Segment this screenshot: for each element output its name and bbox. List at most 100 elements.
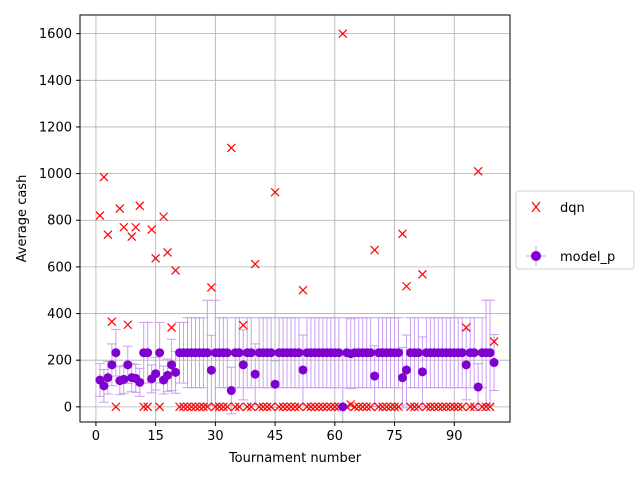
x-tick-label: 30 — [207, 429, 224, 444]
model-p-point — [155, 348, 165, 358]
dqn-point — [230, 402, 240, 412]
dqn-point — [282, 402, 292, 412]
dqn-point — [338, 29, 348, 39]
dqn-points — [95, 29, 499, 412]
dqn-point — [135, 201, 145, 211]
dqn-point — [167, 323, 176, 332]
x-tick-label: 90 — [446, 429, 463, 444]
x-axis-label: Tournament number — [228, 451, 362, 466]
model-p-point — [119, 374, 129, 384]
model-p-point — [135, 377, 145, 387]
legend-box — [515, 190, 635, 270]
dqn-point — [206, 282, 216, 292]
dqn-point — [155, 402, 165, 412]
dqn-point — [103, 230, 113, 240]
dqn-point — [477, 402, 487, 412]
dqn-point — [362, 402, 372, 412]
dqn-point — [218, 402, 228, 412]
dqn-point — [441, 402, 451, 412]
dqn-point — [417, 269, 427, 279]
dqn-point — [429, 402, 439, 412]
dqn-point — [469, 402, 479, 412]
dqn-point — [179, 402, 188, 412]
axis-ticks: 0 15 30 45 60 75 90 0 200 400 600 800 1000 1200 1400 16… — [39, 27, 463, 444]
model-p-point — [111, 348, 121, 358]
model-p-point — [338, 402, 348, 412]
x-tick-label: 75 — [386, 429, 403, 444]
dqn-point — [214, 402, 224, 412]
dqn-point — [485, 402, 495, 412]
model-p-point — [469, 348, 479, 358]
model-p-point — [103, 373, 113, 383]
dqn-point — [183, 402, 192, 412]
plot-frame — [79, 14, 511, 423]
dqn-point — [159, 212, 169, 222]
x-tick-label: 45 — [267, 429, 284, 444]
model-p-point — [206, 365, 216, 375]
dqn-point — [115, 204, 125, 214]
data-series — [94, 29, 500, 423]
dqn-point — [111, 402, 121, 412]
dqn-point — [266, 402, 276, 412]
model-p-point — [398, 373, 407, 383]
model-p-point — [457, 348, 467, 358]
dqn-point — [473, 166, 483, 176]
dqn-point — [374, 402, 384, 412]
model-p-points — [95, 348, 499, 412]
dqn-point — [151, 253, 161, 263]
model-p-point — [202, 348, 212, 358]
model-p-point — [107, 360, 117, 370]
model-p-point — [246, 348, 256, 358]
dqn-point — [250, 259, 260, 269]
dqn-point — [171, 265, 180, 275]
y-tick-label: 200 — [47, 354, 72, 369]
dqn-point — [366, 402, 376, 412]
dqn-point — [119, 222, 129, 232]
legend-label-dqn: dqn — [560, 201, 585, 216]
dqn-point — [437, 402, 447, 412]
dqn-point — [354, 402, 364, 412]
y-tick-label: 800 — [47, 214, 72, 229]
dqn-point — [298, 285, 308, 295]
dqn-point — [350, 402, 360, 412]
model-p-point — [401, 365, 411, 375]
model-p-point — [334, 348, 344, 358]
model-p-point — [461, 360, 471, 370]
dqn-point — [175, 402, 184, 412]
y-tick-label: 0 — [64, 400, 72, 415]
model-p-point — [270, 379, 280, 389]
dqn-point — [195, 402, 204, 412]
model-p-point — [294, 348, 304, 358]
y-tick-label: 1400 — [39, 74, 72, 89]
dqn-point — [278, 402, 288, 412]
dqn-point — [449, 402, 459, 412]
model-p-point — [370, 371, 380, 381]
dqn-point — [453, 402, 463, 412]
dqn-point — [461, 323, 471, 332]
dqn-point — [390, 402, 399, 412]
dqn-point — [421, 402, 431, 412]
dqn-point — [318, 402, 328, 412]
dqn-point — [187, 402, 196, 412]
dqn-point — [382, 402, 391, 412]
model-p-point — [473, 382, 483, 392]
legend: dqn model_p — [515, 190, 635, 270]
dqn-point — [246, 402, 256, 412]
dqn-point — [242, 402, 252, 412]
model-p-point — [394, 348, 404, 358]
dqn-point — [262, 402, 272, 412]
dqn-point — [330, 402, 340, 412]
dqn-point — [489, 337, 499, 346]
dqn-point — [131, 222, 141, 232]
y-tick-label: 1000 — [39, 167, 72, 182]
dqn-point — [433, 402, 443, 412]
y-tick-label: 1200 — [39, 120, 72, 135]
model-p-point — [222, 348, 232, 358]
x-tick-label: 0 — [92, 429, 100, 444]
dqn-point — [394, 402, 403, 412]
dqn-point — [481, 402, 491, 412]
model-p-point — [226, 386, 236, 396]
dqn-point — [290, 402, 300, 412]
dqn-point — [163, 248, 173, 257]
dqn-point — [294, 402, 304, 412]
